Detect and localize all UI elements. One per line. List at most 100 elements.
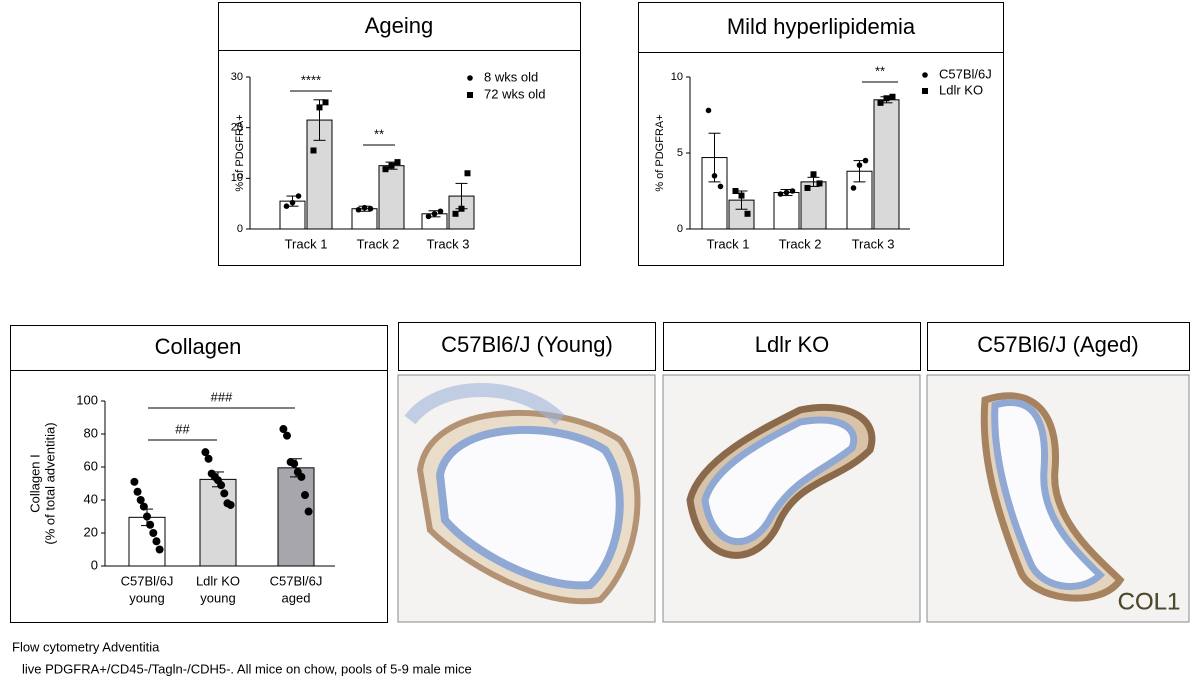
chart-title: Mild hyperlipidemia (727, 14, 916, 39)
bar (773, 192, 800, 230)
bar (199, 478, 237, 567)
point (297, 472, 306, 481)
point (295, 193, 302, 199)
bar (873, 99, 900, 230)
legend-label: Ldlr KO (939, 82, 983, 97)
point (425, 213, 432, 220)
x-tick-label: C57Bl/6J (270, 573, 323, 588)
point (862, 157, 869, 164)
image-title: Ldlr KO (755, 332, 830, 357)
point (889, 93, 896, 100)
point (711, 173, 718, 179)
bar (378, 165, 405, 230)
point (290, 459, 299, 468)
point (289, 199, 296, 206)
x-tick-label: aged (282, 590, 311, 605)
frame (663, 322, 921, 371)
frame (10, 370, 388, 623)
point (283, 431, 291, 440)
point (437, 208, 444, 215)
point (738, 192, 745, 199)
point (155, 545, 164, 554)
point (130, 477, 139, 486)
tissue (404, 383, 565, 426)
point (322, 99, 329, 106)
y-axis-label: Collagen I (27, 454, 42, 513)
point (143, 512, 151, 521)
y-axis-label: (% of total adventitia) (42, 422, 57, 544)
point (361, 204, 368, 211)
y-tick-label: 5 (677, 147, 683, 159)
point (464, 170, 471, 177)
y-tick-label: 0 (677, 223, 683, 235)
point (152, 537, 161, 546)
point (301, 491, 309, 500)
point (304, 507, 313, 516)
y-tick-label: 20 (84, 524, 98, 539)
x-tick-label: Track 2 (779, 236, 822, 251)
x-tick-label: young (200, 590, 235, 605)
frame (218, 50, 581, 266)
x-tick-label: Track 3 (852, 236, 895, 251)
point (204, 454, 213, 463)
frame (638, 52, 1004, 266)
x-tick-label: Ldlr KO (196, 573, 240, 588)
significance-label: **** (301, 72, 321, 87)
point (717, 183, 724, 190)
y-tick-label: 10 (231, 172, 243, 184)
legend-label: C57Bl/6J (939, 66, 992, 81)
y-tick-label: 0 (237, 223, 243, 235)
significance-label: ## (175, 421, 190, 436)
point (367, 205, 374, 212)
y-tick-label: 40 (84, 491, 98, 506)
point (149, 529, 158, 537)
y-tick-label: 0 (91, 557, 98, 572)
frame (927, 322, 1190, 371)
legend-label: 72 wks old (484, 86, 545, 101)
point (146, 520, 155, 529)
point (883, 95, 890, 102)
vessel-lumen (701, 416, 858, 546)
x-tick-label: Track 2 (357, 236, 400, 251)
legend-marker (467, 75, 473, 81)
legend-marker (467, 92, 473, 98)
point (133, 487, 142, 496)
vessel-lumen (435, 426, 624, 590)
legend-marker (922, 72, 928, 78)
x-tick-label: Track 1 (285, 236, 328, 251)
image-label: COL1 (1118, 588, 1181, 615)
point (452, 210, 459, 217)
point (355, 206, 362, 213)
chart-title: Ageing (365, 13, 434, 38)
point (810, 171, 817, 178)
significance-label: ** (875, 63, 885, 78)
y-tick-label: 30 (231, 71, 243, 83)
x-tick-label: young (129, 590, 164, 605)
point (877, 99, 884, 106)
point (744, 210, 751, 217)
point (458, 205, 465, 212)
caption: Flow cytometry Adventitia (12, 639, 160, 654)
panel-frames (10, 2, 1190, 623)
point (705, 107, 712, 114)
image-title: C57Bl6/J (Young) (441, 332, 613, 357)
x-tick-label: Track 3 (427, 236, 470, 251)
x-tick-label: C57Bl/6J (121, 573, 174, 588)
y-tick-label: 100 (76, 392, 98, 407)
significance-label: ** (374, 126, 384, 141)
point (279, 425, 288, 434)
point (816, 180, 823, 187)
image-label: COL1 (1118, 588, 1181, 615)
point (283, 203, 290, 209)
point (856, 162, 863, 168)
point (431, 211, 438, 217)
point (139, 502, 148, 511)
point (217, 481, 226, 490)
frame (398, 322, 656, 371)
legend-marker (922, 88, 928, 94)
y-axis-label: % of PDGFRA+ (654, 114, 666, 191)
point (783, 189, 790, 196)
x-tick-label: Track 1 (707, 236, 750, 251)
point (310, 147, 317, 154)
point (136, 496, 145, 504)
